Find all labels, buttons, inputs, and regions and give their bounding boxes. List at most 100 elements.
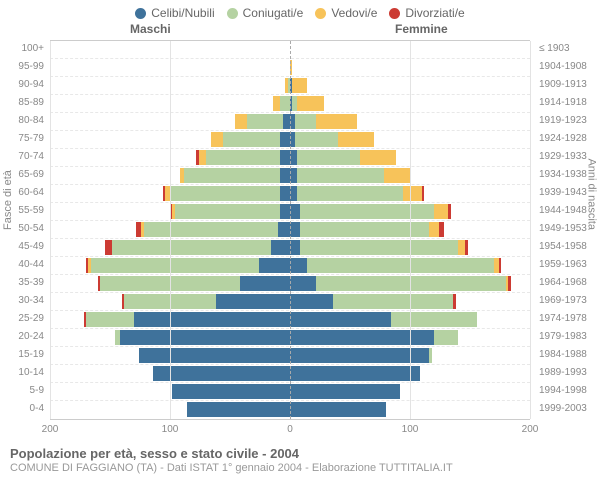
seg-div [508, 276, 510, 291]
y-tick-age: 10-14 [0, 368, 44, 378]
population-pyramid: Fasce di età Anni di nascita 100+95-9990… [0, 40, 600, 442]
seg-con [434, 330, 458, 345]
bar-male [235, 114, 290, 129]
y-tick-age: 80-84 [0, 116, 44, 126]
y-tick-age: 65-69 [0, 170, 44, 180]
y-tick-age: 5-9 [0, 386, 44, 396]
seg-cel [290, 312, 391, 327]
seg-div [465, 240, 467, 255]
seg-con [429, 348, 431, 363]
legend-label: Celibi/Nubili [151, 6, 214, 20]
bar-female [290, 402, 386, 417]
seg-cel [280, 150, 290, 165]
y-tick-birth: 1914-1918 [539, 98, 600, 108]
y-tick-age: 40-44 [0, 260, 44, 270]
chart-subtitle: COMUNE DI FAGGIANO (TA) - Dati ISTAT 1° … [10, 462, 590, 474]
legend-swatch [135, 8, 146, 19]
bar-female [290, 258, 501, 273]
seg-ved [403, 186, 422, 201]
center-axis [290, 41, 291, 419]
bar-female [290, 240, 468, 255]
legend-item: Divorziati/e [389, 6, 464, 20]
y-axis-right: ≤ 19031904-19081909-19131914-19181919-19… [535, 40, 600, 420]
seg-con [206, 150, 280, 165]
seg-con [307, 258, 494, 273]
y-tick-birth: 1964-1968 [539, 278, 600, 288]
seg-ved [235, 114, 247, 129]
seg-con [295, 114, 317, 129]
seg-cel [290, 186, 297, 201]
y-tick-birth: 1939-1943 [539, 188, 600, 198]
y-tick-birth: 1989-1993 [539, 368, 600, 378]
y-tick-birth: 1984-1988 [539, 350, 600, 360]
bar-male [170, 204, 290, 219]
seg-con [297, 150, 359, 165]
seg-con [333, 294, 453, 309]
seg-cel [280, 168, 290, 183]
x-tick: 100 [402, 424, 419, 435]
seg-cel [290, 384, 400, 399]
seg-cel [290, 204, 300, 219]
legend-swatch [227, 8, 238, 19]
plot-area [50, 40, 530, 420]
y-tick-birth: 1974-1978 [539, 314, 600, 324]
seg-con [86, 312, 134, 327]
seg-div [105, 240, 112, 255]
seg-ved [292, 78, 306, 93]
bar-female [290, 294, 456, 309]
x-tick: 200 [522, 424, 539, 435]
seg-con [91, 258, 259, 273]
bar-male [84, 312, 290, 327]
seg-cel [290, 276, 316, 291]
bar-female [290, 276, 511, 291]
seg-cel [134, 312, 290, 327]
y-tick-birth: 1969-1973 [539, 296, 600, 306]
legend-item: Coniugati/e [227, 6, 304, 20]
seg-cel [216, 294, 290, 309]
bar-male [163, 186, 290, 201]
bar-male [115, 330, 290, 345]
seg-cel [139, 348, 290, 363]
y-tick-age: 20-24 [0, 332, 44, 342]
bar-male [105, 240, 290, 255]
bar-male [86, 258, 290, 273]
gridline [410, 41, 411, 419]
seg-div [422, 186, 424, 201]
seg-cel [120, 330, 290, 345]
seg-con [316, 276, 506, 291]
seg-con [280, 96, 290, 111]
seg-con [247, 114, 283, 129]
y-tick-birth: 1909-1913 [539, 80, 600, 90]
seg-ved [384, 168, 410, 183]
bar-male [196, 150, 290, 165]
bar-male [153, 366, 290, 381]
footer: Popolazione per età, sesso e stato civil… [0, 442, 600, 474]
y-tick-age: 50-54 [0, 224, 44, 234]
y-tick-age: 90-94 [0, 80, 44, 90]
seg-con [170, 186, 280, 201]
y-tick-birth: 1999-2003 [539, 404, 600, 414]
bar-male [139, 348, 290, 363]
y-tick-birth: 1954-1958 [539, 242, 600, 252]
seg-cel [278, 222, 290, 237]
header-male: Maschi [130, 22, 171, 36]
seg-cel [259, 258, 290, 273]
seg-con [223, 132, 281, 147]
gridline [50, 41, 51, 419]
seg-con [184, 168, 280, 183]
y-tick-age: 60-64 [0, 188, 44, 198]
y-tick-age: 25-29 [0, 314, 44, 324]
legend-item: Celibi/Nubili [135, 6, 214, 20]
bar-male [122, 294, 290, 309]
bar-female [290, 114, 357, 129]
y-tick-age: 15-19 [0, 350, 44, 360]
seg-cel [271, 240, 290, 255]
bar-male [211, 132, 290, 147]
y-tick-birth: 1959-1963 [539, 260, 600, 270]
seg-con [300, 204, 434, 219]
bar-female [290, 150, 396, 165]
seg-ved [211, 132, 223, 147]
y-tick-birth: 1949-1953 [539, 224, 600, 234]
bar-female [290, 222, 444, 237]
legend-swatch [389, 8, 400, 19]
